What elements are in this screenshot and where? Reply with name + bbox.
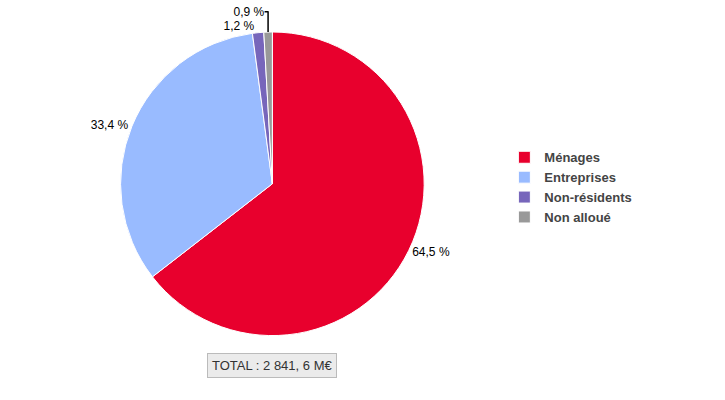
svg-text:33,4 %: 33,4 % [91,118,129,132]
svg-text:1,2 %: 1,2 % [224,19,255,33]
svg-text:Non alloué: Non alloué [544,210,610,225]
svg-text:Non-résidents: Non-résidents [544,190,631,205]
svg-text:Ménages: Ménages [544,150,600,165]
svg-text:TOTAL : 2 841, 6 M€: TOTAL : 2 841, 6 M€ [212,358,332,373]
svg-text:Entreprises: Entreprises [544,170,616,185]
svg-text:0,9 %: 0,9 % [234,5,265,19]
svg-text:64,5 %: 64,5 % [412,245,450,259]
